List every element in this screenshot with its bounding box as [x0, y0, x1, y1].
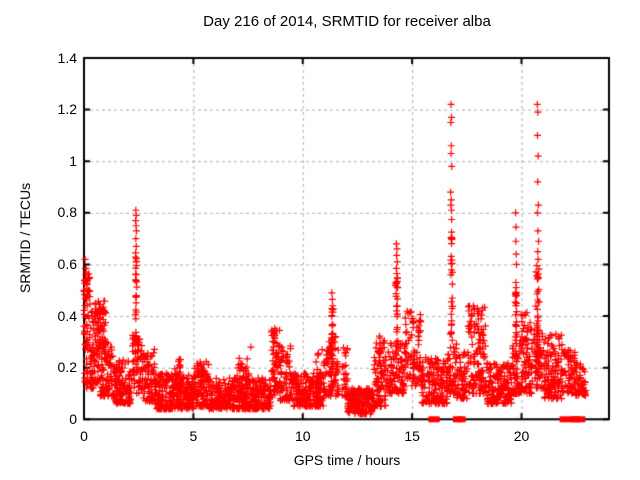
- x-tick-label: 0: [80, 428, 88, 444]
- y-tick-label: 1.2: [57, 101, 77, 118]
- x-tick-label: 20: [513, 428, 530, 444]
- y-tick-label: 0: [69, 410, 77, 427]
- y-tick-label: 0.4: [57, 307, 77, 324]
- y-axis-label: SRMTID / TECUs: [17, 182, 33, 294]
- y-tick-label: 1: [69, 152, 77, 169]
- x-tick-label: 15: [404, 428, 420, 444]
- chart-title: Day 216 of 2014, SRMTID for receiver alb…: [203, 13, 491, 30]
- x-tick-label: 10: [294, 428, 311, 444]
- y-tick-label: 1.4: [57, 49, 77, 66]
- y-tick-label: 0.2: [57, 359, 77, 376]
- y-tick-label: 0.6: [57, 255, 77, 272]
- x-tick-label: 5: [189, 428, 198, 444]
- y-tick-label: 0.8: [57, 204, 77, 221]
- x-axis-label: GPS time / hours: [293, 452, 401, 468]
